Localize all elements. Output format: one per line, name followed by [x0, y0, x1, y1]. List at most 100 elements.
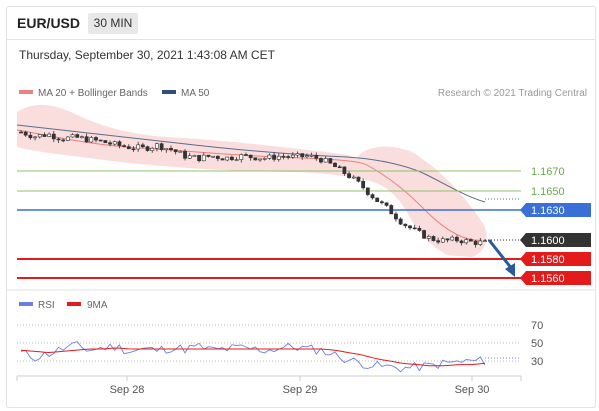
candlestick-series: [19, 130, 487, 248]
candle-body: [347, 173, 351, 179]
candle-body: [178, 150, 183, 153]
candle-body: [295, 153, 300, 156]
candle-body: [84, 136, 89, 143]
candle-body: [122, 145, 127, 147]
candle-body: [28, 134, 33, 139]
rsi-ma-line: [20, 347, 486, 367]
candle-body: [422, 230, 426, 239]
candle-body: [70, 134, 75, 138]
support-1-tag: [520, 252, 591, 266]
candle-body: [155, 143, 159, 149]
candle-body: [187, 155, 192, 159]
candle-body: [304, 155, 309, 158]
candle-body: [319, 158, 323, 163]
candle-body: [159, 143, 164, 150]
candle-body: [417, 228, 422, 231]
candle-body: [356, 176, 361, 182]
candle-body: [47, 133, 52, 137]
x-label-sep29: Sep 29: [283, 384, 318, 396]
candle-body: [173, 149, 178, 153]
candle-body: [328, 158, 333, 164]
ma50-legend-label: MA 50: [181, 88, 210, 99]
x-label-sep30: Sep 30: [455, 384, 490, 396]
forecast-arrow: [487, 239, 514, 270]
candle-body: [234, 159, 239, 161]
candle-body: [75, 134, 80, 138]
ma20-line: [16, 129, 483, 241]
candle-body: [267, 154, 272, 159]
candle-body: [300, 153, 305, 158]
candle-body: [56, 138, 61, 141]
rsi-line: [20, 341, 486, 373]
candle-body: [150, 147, 155, 151]
candle-body: [454, 236, 459, 242]
candle-body: [478, 240, 483, 245]
candle-body: [37, 134, 42, 138]
candle-body: [65, 136, 70, 141]
candle-body: [112, 141, 117, 145]
candle-body: [398, 218, 403, 225]
candle-body: [337, 166, 342, 169]
timeframe-badge[interactable]: 30 MIN: [88, 13, 138, 34]
resistance-1-label: 1.1650: [531, 186, 565, 198]
candle-body: [361, 181, 366, 189]
rsi-tick-70: 70: [531, 320, 543, 332]
candle-body: [61, 139, 66, 142]
candle-body: [333, 162, 337, 168]
candle-body: [51, 133, 56, 140]
candle-body: [314, 154, 319, 159]
candle-body: [140, 144, 145, 147]
support-2-label: 1.1560: [531, 273, 565, 285]
candle-body: [108, 142, 112, 145]
candle-body: [323, 158, 328, 163]
candle-body: [197, 155, 202, 162]
candle-body: [450, 236, 455, 241]
candle-body: [103, 140, 108, 144]
bollinger-band: [17, 104, 487, 257]
price-chart: MA 20 + Bollinger Bands MA 50 Research ©…: [7, 88, 595, 396]
candle-body: [80, 136, 84, 139]
candle-body: [379, 201, 384, 204]
candle-body: [183, 150, 187, 159]
candle-body: [131, 148, 136, 151]
candle-body: [225, 156, 230, 161]
bollinger-legend-label: MA 20 + Bollinger Bands: [38, 88, 148, 99]
rsi-tick-50: 50: [531, 338, 543, 350]
candle-body: [483, 240, 487, 242]
candle-body: [169, 147, 173, 150]
candle-body: [384, 202, 389, 206]
candle-body: [192, 155, 197, 157]
support-2-tag: [520, 271, 591, 285]
candle-body: [281, 155, 286, 158]
candle-body: [253, 157, 258, 161]
candle-body: [351, 176, 356, 179]
chart-header: EUR/USD 30 MIN: [7, 7, 595, 40]
candle-body: [365, 187, 370, 195]
candle-body: [215, 155, 220, 159]
candle-body: [290, 154, 295, 158]
rsi-ma-legend-label: 9MA: [87, 300, 108, 311]
candle-body: [375, 197, 380, 203]
chart-datetime: Thursday, September 30, 2021 1:43:08 AM …: [19, 48, 275, 62]
candle-body: [42, 134, 47, 137]
candle-body: [426, 236, 431, 239]
rsi-ma-legend-swatch: [67, 302, 81, 306]
candle-body: [469, 239, 473, 242]
candle-body: [211, 155, 216, 158]
candle-body: [403, 223, 408, 227]
ma50-line: [16, 124, 486, 203]
x-label-sep28: Sep 28: [110, 384, 145, 396]
candle-body: [248, 154, 253, 159]
candle-body: [342, 166, 347, 174]
rsi-series: [20, 341, 521, 373]
candle-body: [436, 240, 441, 243]
candle-body: [459, 240, 464, 244]
candle-body: [19, 131, 23, 134]
current-price-label: 1.1600: [531, 235, 565, 247]
candle-body: [239, 154, 244, 160]
rsi-legend-swatch: [19, 302, 33, 306]
candle-body: [164, 147, 169, 150]
candle-body: [220, 158, 225, 161]
candle-body: [244, 154, 248, 156]
candle-body: [394, 213, 398, 220]
